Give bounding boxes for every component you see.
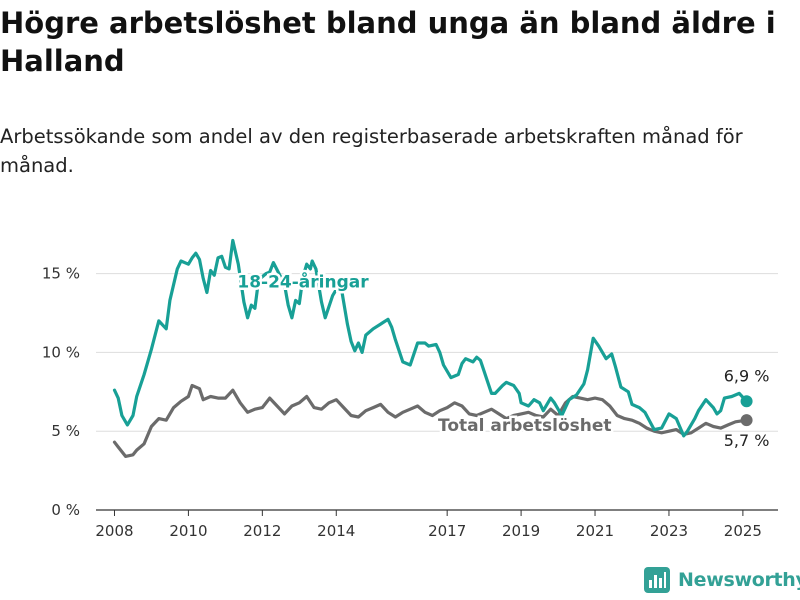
axes: 0 % 5 % 10 % 15 % 2008 2010 2012 2014 2017 2019 20… (42, 265, 762, 540)
series-lines (112, 238, 753, 458)
newsworthy-logo: Newsworthy (644, 567, 800, 593)
series-line-youth (112, 238, 749, 438)
chart-title: Högre arbetslöshet bland unga än bland ä… (0, 6, 776, 78)
series-end-point (740, 395, 753, 408)
series-annotation: Total arbetslöshet (438, 416, 612, 436)
x-tick-label: 2012 (243, 522, 281, 540)
series-annotation: 18-24-åringar (237, 271, 369, 293)
x-tick-label: 2010 (169, 522, 207, 540)
x-tick-label: 2019 (502, 522, 540, 540)
y-tick-label: 0 % (51, 501, 80, 519)
grid-lines (96, 273, 778, 511)
x-tick-label: 2017 (428, 522, 466, 540)
series-end-label: 5,7 % (724, 431, 770, 450)
series-end-point (740, 414, 753, 427)
x-tick-label: 2008 (95, 522, 133, 540)
y-tick-label: 10 % (42, 343, 80, 361)
x-tick-label: 2023 (650, 522, 688, 540)
x-tick-label: 2014 (317, 522, 355, 540)
chart-subtitle: Arbetssökande som andel av den registerb… (0, 125, 743, 177)
x-tick-label: 2025 (724, 522, 762, 540)
series-line-total (112, 383, 749, 458)
series-end-label: 6,9 % (724, 366, 770, 385)
brand-name: Newsworthy (678, 569, 800, 591)
y-tick-label: 5 % (51, 422, 80, 440)
series-labels: 5,7 % 6,9 % 18-24-åringar Total arbetslöshe… (235, 268, 770, 450)
bar-chart-logo-icon (644, 567, 670, 593)
y-tick-label: 15 % (42, 265, 80, 283)
x-tick-label: 2021 (576, 522, 614, 540)
